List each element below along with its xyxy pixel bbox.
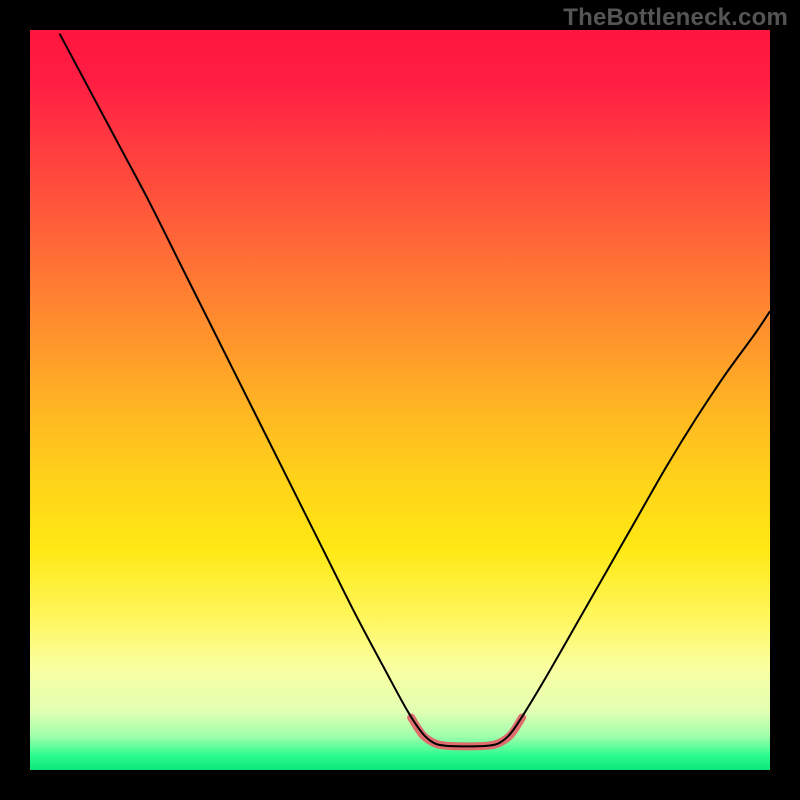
watermark-text: TheBottleneck.com	[563, 4, 788, 32]
gradient-background	[30, 30, 770, 770]
bottleneck-curve-plot	[30, 30, 770, 770]
chart-stage: TheBottleneck.com	[0, 0, 800, 800]
